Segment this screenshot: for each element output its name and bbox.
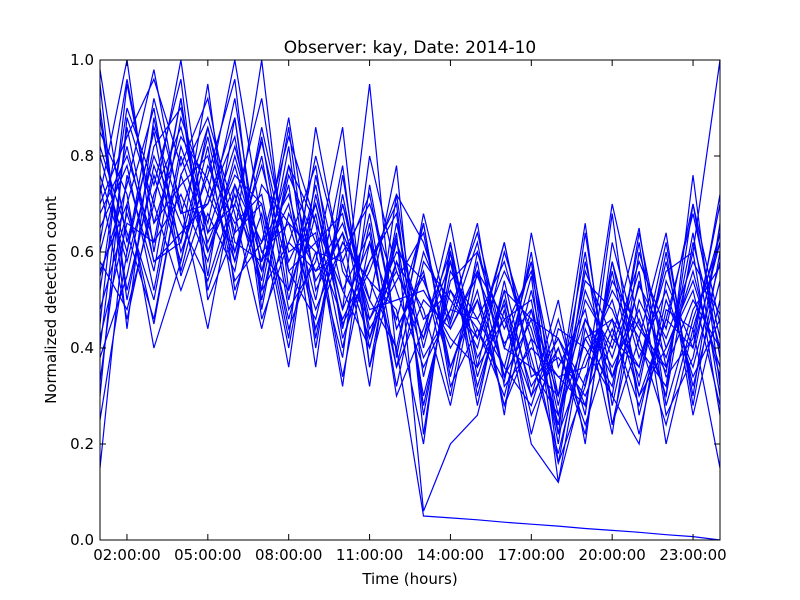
x-axis: 02:00:00 05:00:00 08:00:00 11:00:00 14:00:00… bbox=[93, 60, 727, 564]
x-tick-label: 11:00:00 bbox=[336, 546, 403, 564]
plot-frame bbox=[99, 59, 721, 541]
series-line-25 bbox=[99, 107, 721, 512]
y-tick-label: 0.0 bbox=[70, 531, 94, 549]
x-tick-label: 05:00:00 bbox=[174, 546, 241, 564]
x-tick-label: 23:00:00 bbox=[659, 546, 726, 564]
series-line-13 bbox=[99, 79, 721, 416]
series-line-27 bbox=[99, 59, 721, 425]
series-line-2 bbox=[99, 59, 721, 435]
y-tick-label: 0.4 bbox=[70, 339, 94, 357]
y-tick-label: 1.0 bbox=[70, 51, 94, 69]
y-axis-label: Normalized detection count bbox=[42, 196, 60, 404]
series-line-28 bbox=[99, 127, 721, 389]
x-tick-label: 02:00:00 bbox=[93, 546, 160, 564]
y-tick-label: 0.6 bbox=[70, 243, 94, 261]
y-tick-label: 0.8 bbox=[70, 147, 94, 165]
x-axis-label: Time (hours) bbox=[361, 570, 457, 588]
series-line-22 bbox=[99, 117, 721, 425]
y-tick-label: 0.2 bbox=[70, 435, 94, 453]
series-layer bbox=[99, 59, 721, 541]
x-tick-label: 14:00:00 bbox=[417, 546, 484, 564]
chart-title: Observer: kay, Date: 2014-10 bbox=[284, 38, 536, 58]
series-line-23 bbox=[99, 117, 721, 421]
series-line-19 bbox=[99, 146, 721, 435]
y-axis: 0.0 0.2 0.4 0.6 0.8 1.0 bbox=[70, 51, 720, 549]
x-tick-label: 20:00:00 bbox=[578, 546, 645, 564]
x-tick-label: 17:00:00 bbox=[498, 546, 565, 564]
x-tick-label: 08:00:00 bbox=[255, 546, 322, 564]
series-line-26 bbox=[99, 125, 721, 541]
series-line-14 bbox=[99, 79, 721, 425]
series-line-20 bbox=[99, 155, 721, 435]
series-line-24 bbox=[99, 98, 721, 418]
